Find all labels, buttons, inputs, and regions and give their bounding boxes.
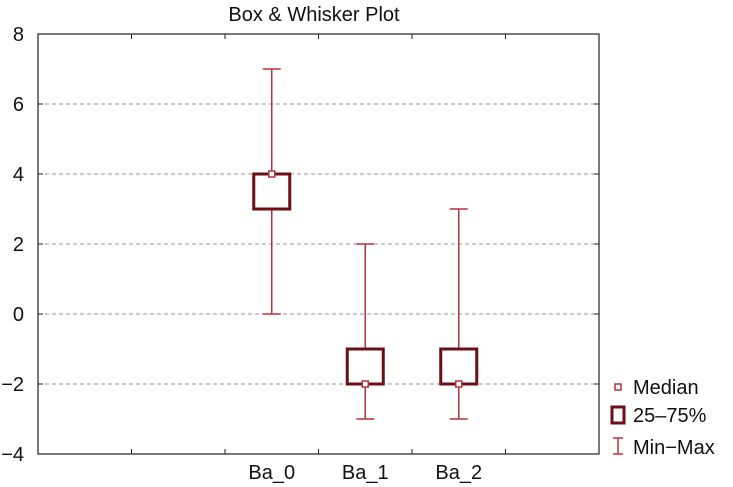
- y-tick-label: 6: [13, 94, 24, 116]
- legend-label-median: Median: [633, 377, 699, 399]
- chart-title: Box & Whisker Plot: [228, 4, 400, 26]
- iqr-box: [439, 347, 479, 386]
- y-tick-label: 0: [13, 304, 24, 326]
- median-marker: [455, 380, 463, 388]
- x-tick-label: Ba_2: [435, 462, 482, 484]
- y-tick-label: 8: [13, 24, 24, 46]
- box-ba-2: [439, 208, 479, 420]
- median-marker: [361, 380, 369, 388]
- x-tick-label: Ba_0: [248, 462, 295, 484]
- legend-box-symbol: [610, 405, 626, 425]
- y-tick-label: −2: [1, 374, 24, 396]
- legend-median-marker: [614, 383, 622, 391]
- iqr-box: [252, 172, 292, 211]
- y-tick-label: 2: [13, 234, 24, 256]
- legend: Median 25–75% Min−Max: [610, 377, 715, 459]
- legend-label-whisker: Min−Max: [633, 437, 715, 459]
- box-ba-1: [345, 243, 385, 420]
- grid-lines: [38, 103, 599, 385]
- legend-whisker-symbol: [613, 437, 623, 455]
- y-tick-label: 4: [13, 164, 24, 186]
- legend-label-box: 25–75%: [633, 405, 707, 427]
- y-axis: 8 6 4 2 0 −2 −4: [1, 24, 599, 466]
- x-tick-label: Ba_1: [342, 462, 389, 484]
- iqr-box: [345, 347, 385, 386]
- x-axis: Ba_0 Ba_1 Ba_2: [131, 34, 506, 484]
- median-marker: [268, 170, 276, 178]
- box-ba-0: [252, 68, 292, 315]
- box-series: [252, 68, 479, 420]
- y-tick-label: −4: [1, 444, 24, 466]
